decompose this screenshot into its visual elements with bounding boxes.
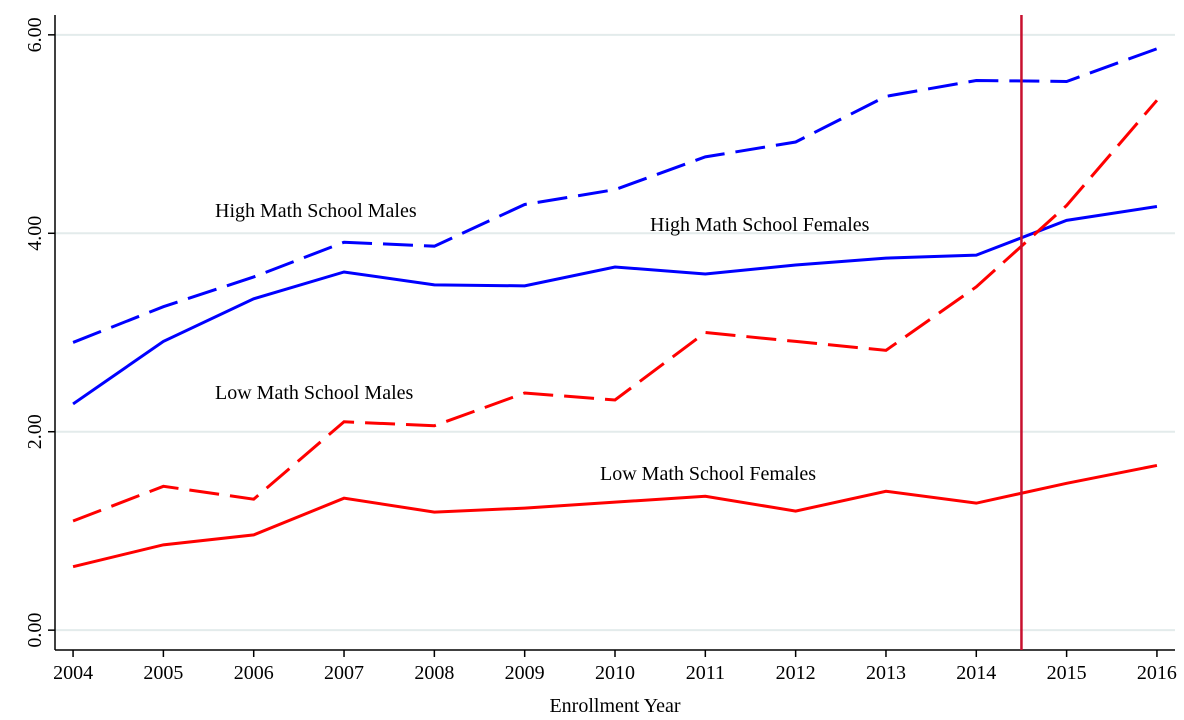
series-label: High Math School Males: [215, 200, 417, 222]
x-tick-label: 2008: [414, 662, 454, 684]
x-axis-label: Enrollment Year: [549, 695, 680, 717]
x-tick-label: 2012: [776, 662, 816, 684]
y-tick-label: 6.00: [24, 17, 46, 52]
series-label: Low Math School Females: [600, 463, 816, 485]
series-label: High Math School Females: [650, 214, 870, 236]
x-tick-label: 2006: [234, 662, 274, 684]
series-line: [72, 99, 1159, 523]
series-label: Low Math School Males: [215, 382, 414, 404]
series-line: [72, 47, 1158, 344]
y-tick-label: 4.00: [24, 216, 46, 251]
x-tick-label: 2010: [595, 662, 635, 684]
series-line: [72, 205, 1158, 406]
x-tick-label: 2015: [1047, 662, 1087, 684]
x-tick-label: 2009: [505, 662, 545, 684]
x-tick-label: 2016: [1137, 662, 1177, 684]
x-tick-label: 2005: [143, 662, 183, 684]
series-line: [72, 463, 1158, 569]
y-tick-label: 2.00: [24, 414, 46, 449]
x-tick-label: 2007: [324, 662, 364, 684]
x-tick-label: 2004: [53, 662, 93, 684]
x-tick-label: 2011: [686, 662, 725, 684]
x-tick-label: 2014: [956, 662, 996, 684]
y-tick-label: 0.00: [24, 613, 46, 648]
x-tick-label: 2013: [866, 662, 906, 684]
